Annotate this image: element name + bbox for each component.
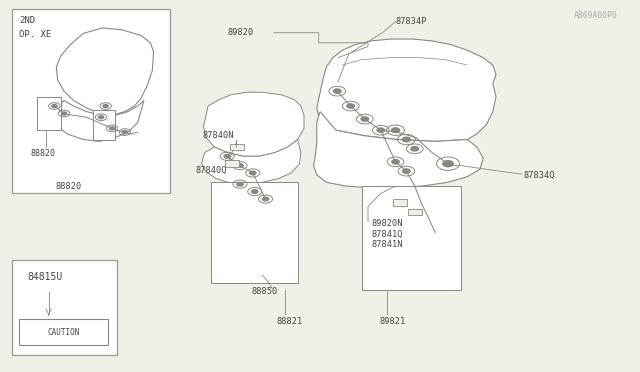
Circle shape [411, 147, 419, 151]
Text: 87834Q: 87834Q [524, 171, 555, 180]
Circle shape [347, 104, 355, 108]
Circle shape [99, 116, 104, 119]
Circle shape [333, 89, 341, 93]
Text: 87841N: 87841N [371, 240, 403, 249]
Circle shape [262, 197, 269, 201]
Polygon shape [314, 112, 483, 188]
Polygon shape [317, 39, 496, 141]
Circle shape [237, 182, 243, 186]
Text: 89820N: 89820N [371, 219, 403, 228]
Bar [93, 110, 115, 140]
Bar [19, 319, 108, 345]
Circle shape [61, 112, 67, 115]
Text: OP. XE: OP. XE [19, 30, 51, 39]
Bar [362, 186, 461, 290]
Circle shape [443, 161, 453, 167]
Circle shape [403, 137, 410, 142]
Circle shape [224, 154, 230, 158]
Circle shape [403, 169, 410, 173]
Circle shape [237, 164, 243, 167]
Text: 88850: 88850 [252, 287, 278, 296]
Text: 89820: 89820 [227, 28, 253, 37]
Text: 87840N: 87840N [202, 131, 234, 140]
Polygon shape [202, 140, 301, 184]
Circle shape [122, 131, 127, 134]
Bar [393, 199, 407, 206]
Text: A869A00P0: A869A00P0 [573, 12, 618, 20]
Text: CAUTION: CAUTION [47, 328, 79, 337]
Bar [408, 209, 422, 215]
Bar [37, 97, 61, 130]
Circle shape [392, 128, 399, 132]
Text: 2ND: 2ND [19, 16, 35, 25]
Bar [12, 260, 117, 355]
Text: 87841Q: 87841Q [371, 230, 403, 239]
Bar [225, 160, 239, 167]
Circle shape [250, 171, 256, 175]
Circle shape [52, 105, 57, 108]
Circle shape [377, 128, 385, 132]
Text: 87840Q: 87840Q [195, 166, 227, 174]
Text: 88821: 88821 [276, 317, 303, 326]
Bar [211, 182, 298, 283]
Bar [12, 9, 170, 193]
Polygon shape [56, 28, 154, 115]
Text: 84815U: 84815U [28, 272, 63, 282]
Bar [230, 144, 244, 150]
Text: 89821: 89821 [380, 317, 406, 326]
Circle shape [109, 127, 115, 130]
Circle shape [252, 190, 258, 193]
Text: 88820: 88820 [31, 149, 56, 158]
Text: 88820: 88820 [56, 182, 83, 191]
Polygon shape [204, 92, 304, 156]
Text: 87834P: 87834P [396, 17, 427, 26]
Polygon shape [54, 100, 144, 141]
Circle shape [103, 105, 108, 108]
Circle shape [392, 160, 399, 164]
Circle shape [361, 117, 369, 121]
